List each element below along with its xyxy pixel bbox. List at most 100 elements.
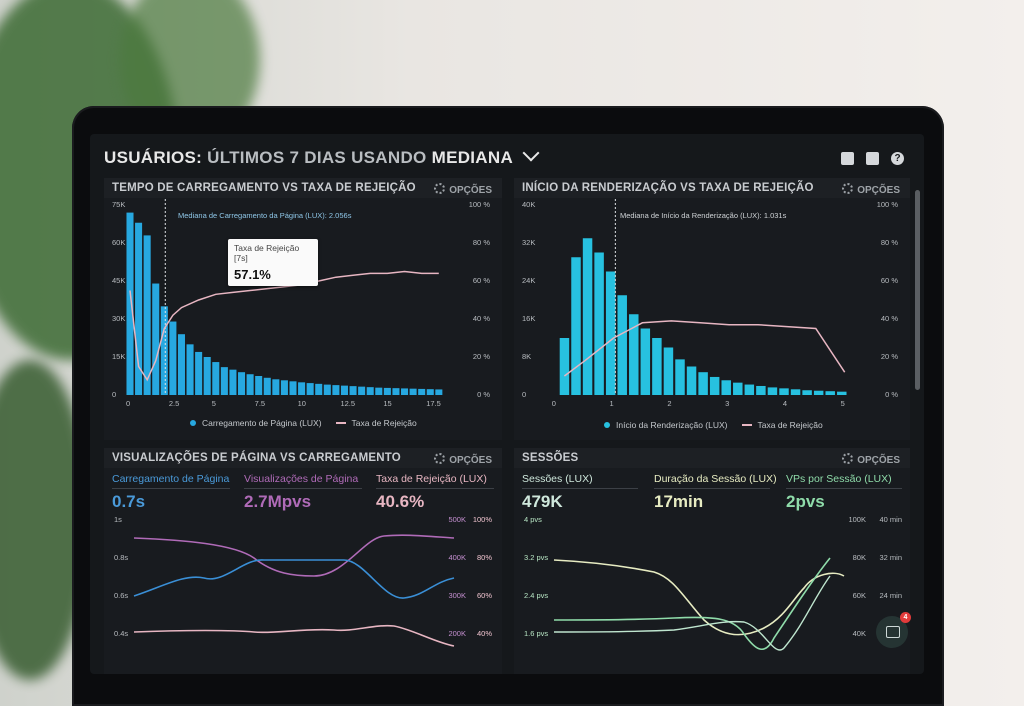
share-icon[interactable] [866,152,879,165]
y-left-tick: 24K [522,276,536,285]
histogram-bar [220,367,228,395]
metric-duration-label: Duração da Sessão (LUX) [654,473,777,485]
histogram-bar [733,382,743,395]
chevron-down-icon[interactable] [522,144,540,162]
panel-pageviews: VISUALIZAÇÕES DE PÁGINA VS CARREGAMENTO … [104,448,502,674]
options-button[interactable]: OPÇÕES [842,453,900,466]
histogram-bar [177,334,185,395]
histogram-bar [358,386,366,395]
y-right-b-tick: 40% [476,629,492,638]
metric-load-value: 0.7s [112,492,146,511]
histogram-bar [409,388,417,395]
options-button[interactable]: OPÇÕES [434,453,492,466]
metric-pvs-value: 2pvs [786,492,825,511]
y-left-tick: 30K [112,314,126,323]
chat-button[interactable]: 4 [876,612,911,648]
tooltip-value: 57.1% [234,267,271,282]
duration-series-line [553,559,845,636]
sessions-chart[interactable] [514,448,910,674]
histogram-bar [629,314,639,395]
histogram-bar [160,306,168,395]
histogram-bar [375,387,383,395]
histogram-bar [605,271,616,395]
x-tick: 0 [126,399,131,408]
options-label: OPÇÕES [449,455,492,466]
options-button[interactable]: OPÇÕES [842,183,900,196]
histogram-bar [323,384,331,395]
render-start-chart[interactable] [514,178,910,440]
histogram-bar [392,388,400,395]
metric-bounce-value: 40.6% [376,492,425,511]
options-button[interactable]: OPÇÕES [434,183,492,196]
y-right-a-tick: 80K [852,553,866,562]
metric-underline [112,488,230,489]
histogram-bar [652,338,662,395]
bounce-rate-line [563,320,846,377]
histogram-bar [306,383,314,395]
legend-line-swatch [741,424,752,426]
y-right-a-tick: 400K [448,553,466,562]
panel-render-start: INÍCIO DA RENDERIZAÇÃO VS TAXA DE REJEIÇ… [514,178,920,440]
metric-underline [786,488,902,489]
y-left-tick: 1.6 pvs [524,629,549,638]
metric-underline [522,488,638,489]
dashboard-screen: USUÁRIOS: ÚLTIMOS 7 DIAS USANDO MEDIANA … [90,134,924,674]
legend-bars-swatch [604,422,610,428]
histogram-bar [212,362,220,395]
histogram-bar [246,374,254,395]
panel-header: SESSÕES OPÇÕES [514,448,910,468]
y-right-a-tick: 500K [448,515,466,524]
histogram-bar [756,385,766,395]
histogram-bar [255,376,263,395]
pageviews-chart[interactable] [104,448,502,674]
histogram-bar [779,388,789,395]
histogram-bar [721,380,731,395]
options-label: OPÇÕES [449,185,492,196]
y-right-b-tick: 100% [472,515,492,524]
gear-icon [842,453,854,464]
histogram-bar [135,222,143,395]
y-left-tick: 4 pvs [524,515,542,524]
scrollbar[interactable] [915,190,920,390]
panel-title: TEMPO DE CARREGAMENTO VS TAXA DE REJEIÇÃ… [112,182,416,194]
histogram-bar [426,389,434,395]
y-right-tick: 20 % [472,352,490,361]
metric-pageviews-label: Visualizações de Página [244,473,359,485]
pageviews-series-line [133,534,455,577]
panel-header: VISUALIZAÇÕES DE PÁGINA VS CARREGAMENTO … [104,448,502,468]
y-right-tick: 40 % [880,314,898,323]
dashboard-header: USUÁRIOS: ÚLTIMOS 7 DIAS USANDO MEDIANA … [104,144,910,172]
monitor-icon[interactable] [841,152,854,165]
histogram-bar [640,328,651,395]
metric-duration-value: 17min [654,492,704,511]
chart-tooltip: Taxa de Rejeição [7s] 57.1% [228,239,318,286]
y-left-tick: 2.4 pvs [524,591,549,600]
y-left-tick: 16K [522,314,536,323]
y-left-tick: 40K [522,200,536,209]
page-title[interactable]: USUÁRIOS: ÚLTIMOS 7 DIAS USANDO MEDIANA [104,144,910,168]
notification-badge: 4 [900,612,911,623]
y-left-tick: 0.4s [114,629,129,638]
panel-title: INÍCIO DA RENDERIZAÇÃO VS TAXA DE REJEIÇ… [522,182,814,194]
histogram-bar [813,390,824,395]
histogram-bar [617,295,627,395]
help-icon[interactable]: ? [891,152,904,165]
histogram-bar [709,376,720,395]
x-tick: 2 [667,399,672,408]
y-left-tick: 60K [112,238,126,247]
histogram-bar [435,389,443,395]
panel-header: INÍCIO DA RENDERIZAÇÃO VS TAXA DE REJEIÇ… [514,178,910,198]
panel-title: SESSÕES [522,452,579,464]
load-time-chart[interactable] [104,178,502,440]
histogram-bar [126,212,134,395]
panel-sessions: SESSÕES OPÇÕES Sessões (LUX) 479K Duraçã… [514,448,911,674]
histogram-bar [571,257,581,395]
histogram-bar [837,391,847,395]
x-tick: 0 [551,399,556,408]
y-left-tick: 3.2 pvs [524,553,549,562]
y-right-a-tick: 60K [852,591,866,600]
histogram-bar [332,385,340,395]
y-right-tick: 0 % [885,390,898,399]
histogram-bar [767,387,778,395]
histogram-bar [594,252,604,395]
